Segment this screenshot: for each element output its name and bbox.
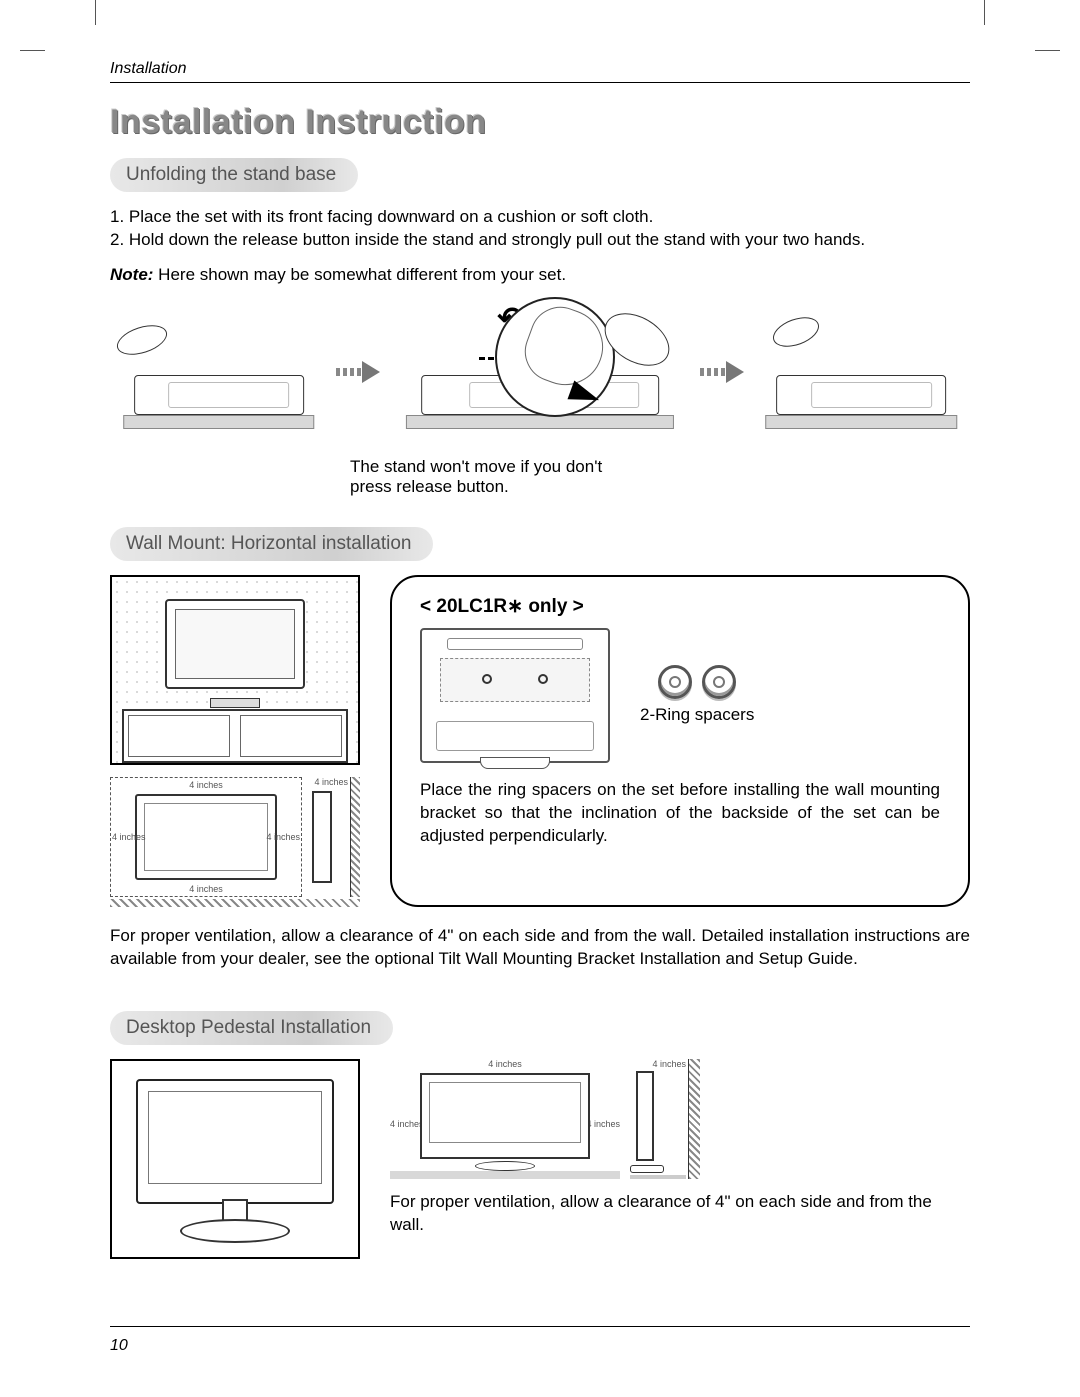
unfolding-steps: 1. Place the set with its front facing d… [110,206,970,252]
dim-right: 4 inches [266,832,300,842]
caption-line-1: The stand won't move if you don't [350,457,970,477]
desktop-ventilation-text: For proper ventilation, allow a clearanc… [390,1191,970,1237]
step-1: 1. Place the set with its front facing d… [110,206,970,229]
wallmount-left-column: 4 inches 4 inches 4 inches 4 inches 4 in… [110,575,360,907]
floor-hatch-icon [110,899,360,907]
crop-mark-right [1035,50,1060,51]
section-heading-wallmount: Wall Mount: Horizontal installation [110,527,433,561]
footer-rule [110,1326,970,1327]
dim-top: 4 inches [189,780,223,790]
desktop-clearance-front: 4 inches 4 inches 4 inches [390,1059,620,1179]
running-header: Installation [110,60,970,83]
dim-bottom: 4 inches [189,884,223,894]
callout-title: < 20LC1R∗ only > [420,595,940,618]
unfold-diagram-1 [110,297,328,447]
pedestal-base-icon [180,1219,290,1243]
crop-mark-top [95,0,985,25]
dim-left: 4 inches [112,832,146,842]
section-heading-unfolding: Unfolding the stand base [110,158,358,192]
dim-side: 4 inches [652,1059,686,1069]
sequence-arrow-icon [700,363,744,381]
ring-spacer-icon [658,665,692,699]
ring-spacer-icon [702,665,736,699]
dim-right: 4 inches [586,1119,620,1129]
desktop-section: 4 inches 4 inches 4 inches 4 inches For … [110,1059,970,1259]
desktop-clearance-diagram: 4 inches 4 inches 4 inches 4 inches [390,1059,970,1179]
unfolding-diagram-row: ↶ [110,297,970,447]
unfold-diagram-3 [752,297,970,447]
cabinet-icon [122,709,348,763]
wallmount-section: 4 inches 4 inches 4 inches 4 inches 4 in… [110,575,970,907]
section-heading-desktop: Desktop Pedestal Installation [110,1011,393,1045]
tv-rear-diagram [420,628,610,763]
dim-left: 4 inches [390,1119,424,1129]
tv-icon [165,599,305,689]
settop-box-icon [210,698,260,708]
crop-mark-left [20,50,45,51]
wall-clearance-diagram: 4 inches 4 inches 4 inches 4 inches 4 in… [110,777,360,897]
ring-spacer-callout: < 20LC1R∗ only > 2-Ring spacers Place th… [390,575,970,907]
sequence-arrow-icon [336,363,380,381]
dim-top: 4 inches [488,1059,522,1069]
step-2: 2. Hold down the release button inside t… [110,229,970,252]
caption-line-2: press release button. [350,477,970,497]
note-line: Note: Here shown may be somewhat differe… [110,264,970,287]
page-number: 10 [110,1337,128,1355]
clearance-front-view: 4 inches 4 inches 4 inches 4 inches [110,777,302,897]
diagram-caption: The stand won't move if you don't press … [350,457,970,497]
ring-spacers-group: 2-Ring spacers [640,665,754,725]
tv-front-icon [136,1079,334,1204]
dim-side: 4 inches [314,777,348,787]
note-text: Here shown may be somewhat different fro… [153,265,566,284]
desktop-front-diagram [110,1059,360,1259]
page-title: Installation Instruction [110,103,970,142]
wallmount-room-diagram [110,575,360,765]
note-label: Note: [110,265,153,284]
rings-label: 2-Ring spacers [640,705,754,725]
ventilation-paragraph: For proper ventilation, allow a clearanc… [110,925,970,971]
unfold-diagram-2: ↶ [388,297,693,447]
desktop-clearance-side: 4 inches [630,1059,700,1179]
callout-body-text: Place the ring spacers on the set before… [420,779,940,848]
clearance-side-view: 4 inches [308,777,360,897]
